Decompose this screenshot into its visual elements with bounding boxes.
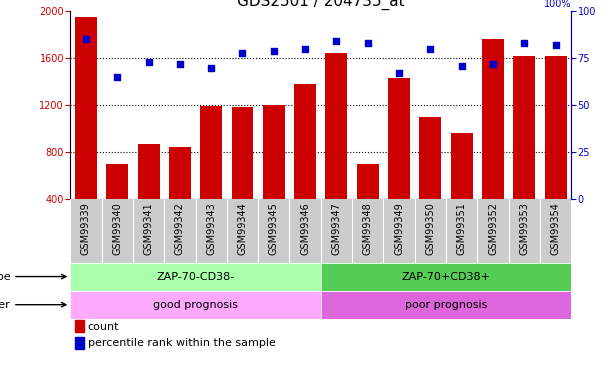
Bar [357,164,379,199]
Text: GSM99344: GSM99344 [238,202,247,255]
Text: GSM99342: GSM99342 [175,202,185,255]
Text: GSM99353: GSM99353 [519,202,529,255]
Point [488,61,498,67]
Text: GSM99340: GSM99340 [112,202,122,255]
Point [332,38,342,44]
Text: GSM99354: GSM99354 [551,202,561,255]
Bar [419,117,441,199]
Text: 100%: 100% [544,0,571,9]
Point [394,70,404,76]
Text: GSM99349: GSM99349 [394,202,404,255]
Point [551,42,560,48]
Bar [75,338,84,349]
Text: good prognosis: good prognosis [153,300,238,310]
Text: cell type: cell type [0,272,66,282]
Point [519,40,529,46]
Text: count: count [88,321,119,332]
Bar [137,144,159,199]
Point [144,59,153,65]
Point [363,40,373,46]
Bar [169,147,191,199]
Bar [321,291,571,319]
Bar [232,107,254,199]
Bar [263,105,285,199]
Text: GSM99343: GSM99343 [206,202,216,255]
Point [81,36,91,42]
Title: GDS2501 / 204735_at: GDS2501 / 204735_at [237,0,404,10]
Bar [513,56,535,199]
Point [269,48,279,54]
Bar [106,164,128,199]
Bar [70,262,321,291]
Text: GSM99341: GSM99341 [144,202,153,255]
Text: poor prognosis: poor prognosis [405,300,487,310]
Text: GSM99350: GSM99350 [425,202,436,255]
Text: ZAP-70-CD38-: ZAP-70-CD38- [156,272,235,282]
Bar [544,56,566,199]
Bar [326,54,348,199]
Point [238,50,247,55]
Point [175,61,185,67]
Text: GSM99346: GSM99346 [300,202,310,255]
Bar [388,78,410,199]
Point [425,46,435,52]
Point [300,46,310,52]
Text: GSM99339: GSM99339 [81,202,91,255]
Bar [451,133,473,199]
Point [112,74,122,80]
Text: GSM99348: GSM99348 [363,202,373,255]
Text: ZAP-70+CD38+: ZAP-70+CD38+ [401,272,491,282]
Bar [482,39,504,199]
Bar [75,320,84,332]
Bar [75,17,97,199]
Text: percentile rank within the sample: percentile rank within the sample [88,338,276,348]
Text: GSM99352: GSM99352 [488,202,498,255]
Text: GSM99351: GSM99351 [456,202,467,255]
Text: GSM99345: GSM99345 [269,202,279,255]
Bar [70,291,321,319]
Bar [200,106,222,199]
Bar [321,262,571,291]
Bar [294,84,316,199]
Point [207,64,216,70]
Text: other: other [0,300,66,310]
Text: GSM99347: GSM99347 [331,202,342,255]
Point [457,63,467,69]
